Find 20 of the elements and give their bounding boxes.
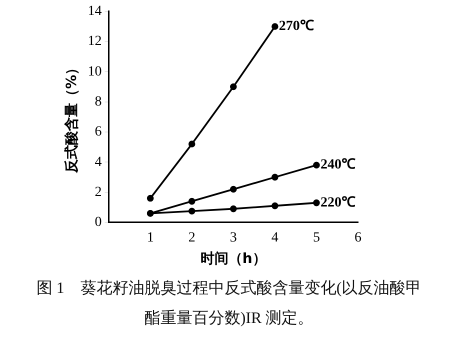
x-tick-label: 3 xyxy=(230,230,237,246)
series-label: 240℃ xyxy=(320,158,356,173)
y-axis-title: 反式酸含量（%） xyxy=(63,60,80,174)
x-tick-label: 4 xyxy=(271,230,278,246)
series-label: 220℃ xyxy=(320,195,356,210)
y-tick-label: 2 xyxy=(94,184,102,200)
x-tick-label: 1 xyxy=(146,230,154,246)
y-tick-label: 8 xyxy=(94,94,102,110)
y-tick-label: 10 xyxy=(88,64,102,80)
series-label: 270℃ xyxy=(278,19,314,34)
y-tick-label: 12 xyxy=(88,34,102,50)
x-tick-label: 2 xyxy=(188,230,196,246)
y-tick-label: 14 xyxy=(88,4,102,20)
y-tick-label: 6 xyxy=(94,124,102,140)
caption: 图 1 葵花籽油脱臭过程中反式酸含量变化(以反油酸甲酯重量百分数)IR 测定。 xyxy=(35,278,423,329)
y-tick-label: 4 xyxy=(94,154,102,170)
x-axis-title: 时间（h） xyxy=(200,251,266,268)
y-tick-label: 0 xyxy=(94,215,102,230)
x-tick-label: 6 xyxy=(354,230,362,246)
x-tick-label: 5 xyxy=(312,230,320,246)
